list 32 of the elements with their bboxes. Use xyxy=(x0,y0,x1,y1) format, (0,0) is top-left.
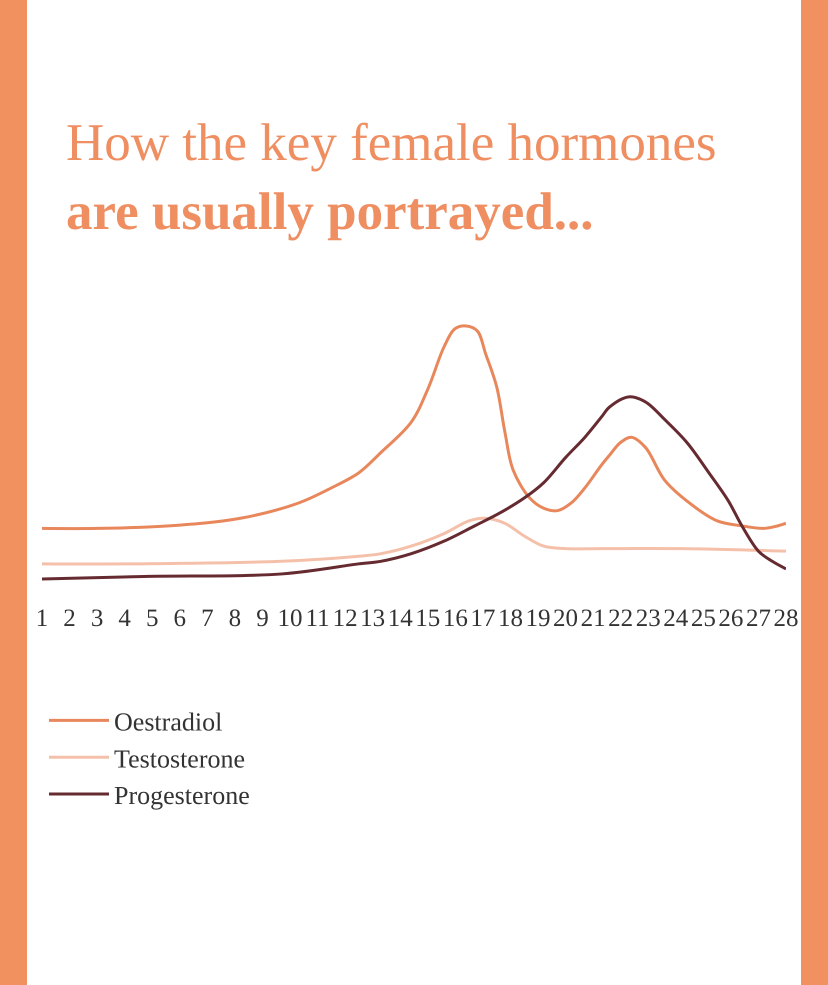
legend-label: Progesterone xyxy=(114,781,250,810)
x-tick-label: 23 xyxy=(636,605,661,632)
x-tick-label: 15 xyxy=(415,605,440,632)
x-tick-label: 26 xyxy=(718,605,744,632)
x-tick-label: 24 xyxy=(663,605,689,632)
x-tick-label: 2 xyxy=(63,605,76,632)
x-tick-label: 21 xyxy=(580,605,606,632)
x-tick-label: 20 xyxy=(553,605,578,632)
x-tick-label: 17 xyxy=(470,605,496,632)
x-tick-label: 22 xyxy=(608,605,634,632)
x-tick-label: 12 xyxy=(332,605,358,632)
x-tick-label: 10 xyxy=(278,605,302,632)
x-tick-label: 18 xyxy=(498,605,523,632)
x-tick-label: 13 xyxy=(360,605,386,632)
x-tick-label: 19 xyxy=(526,605,550,632)
x-tick-label: 5 xyxy=(146,605,158,632)
x-tick-label: 3 xyxy=(90,605,104,632)
x-tick-label: 27 xyxy=(746,605,771,632)
x-tick-label: 7 xyxy=(201,605,214,632)
x-tick-label: 8 xyxy=(228,605,242,632)
x-tick-label: 6 xyxy=(174,605,186,632)
x-tick-label: 9 xyxy=(256,605,269,632)
legend-label: Oestradiol xyxy=(114,708,222,737)
x-tick-label: 16 xyxy=(442,605,468,632)
x-tick-label: 11 xyxy=(306,605,330,632)
x-tick-label: 25 xyxy=(690,605,716,632)
x-tick-label: 1 xyxy=(36,605,48,632)
chart-title: How the key female hormones are usually portrayed... xyxy=(66,114,717,241)
x-tick-label: 28 xyxy=(774,605,798,632)
x-tick-label: 14 xyxy=(388,605,414,632)
legend-label: Testosterone xyxy=(114,744,246,774)
x-tick-label: 4 xyxy=(118,605,132,632)
